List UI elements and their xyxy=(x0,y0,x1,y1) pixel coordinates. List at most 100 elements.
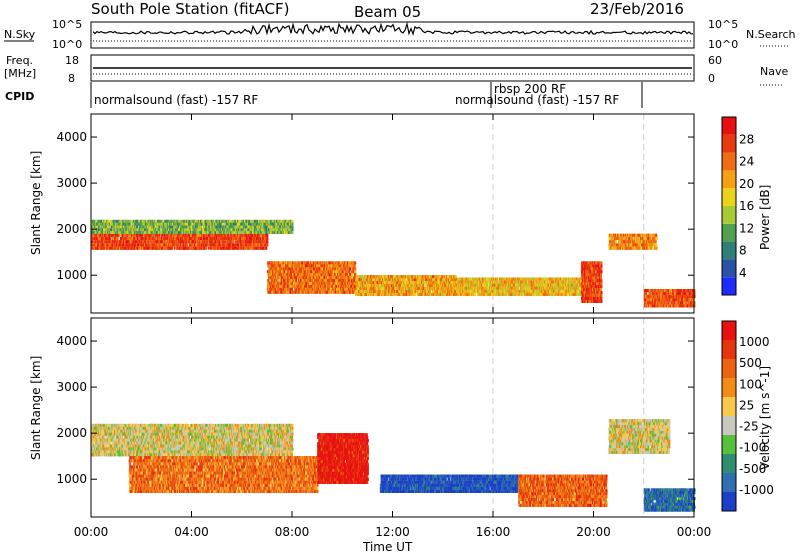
echo-cell xyxy=(161,237,164,240)
echo-cell xyxy=(287,276,290,280)
echo-cell xyxy=(238,233,241,237)
echo-cell xyxy=(105,237,108,240)
echo-cell xyxy=(223,219,226,223)
echo-cell xyxy=(256,222,259,226)
echo-cell xyxy=(341,276,344,280)
echo-cell xyxy=(155,233,158,237)
echo-cell xyxy=(272,231,275,234)
echo-cell xyxy=(343,273,346,277)
echo-cell xyxy=(196,222,199,226)
echo-cell xyxy=(136,233,138,237)
echo-cell xyxy=(337,270,340,274)
echo-cell xyxy=(323,270,326,274)
echo-cell xyxy=(116,231,119,234)
echo-cell xyxy=(104,225,107,229)
echo-cell xyxy=(118,222,121,226)
echo-cell xyxy=(312,281,315,285)
echo-cell xyxy=(209,225,212,229)
echo-cell xyxy=(125,243,127,247)
echo-cell xyxy=(414,293,417,296)
freq-unit: [MHz] xyxy=(4,67,36,80)
echo-cell xyxy=(274,273,277,277)
echo-cell xyxy=(312,273,315,277)
echo-cell xyxy=(354,261,357,265)
echo-cell xyxy=(382,293,384,296)
echo-cell xyxy=(348,281,350,285)
echo-cell xyxy=(241,243,244,247)
echo-cell xyxy=(164,228,167,232)
echo-cell xyxy=(203,219,206,223)
echo-cell xyxy=(297,264,300,268)
echo-cell xyxy=(192,228,194,232)
echo-cell xyxy=(281,270,283,274)
echo-cell xyxy=(173,246,176,250)
echo-cell xyxy=(279,264,282,268)
echo-cell xyxy=(202,228,204,232)
echo-cell xyxy=(337,264,340,268)
echo-cell xyxy=(363,284,366,288)
echo-cell xyxy=(360,275,362,279)
echo-cell xyxy=(353,264,356,268)
echo-cell xyxy=(332,290,335,294)
echo-cell xyxy=(255,237,258,240)
echo-cell xyxy=(362,287,365,291)
echo-cell xyxy=(416,275,419,279)
echo-cell xyxy=(262,228,265,232)
echo-cell xyxy=(158,233,161,237)
echo-cell xyxy=(377,278,380,282)
echo-cell xyxy=(150,233,153,237)
echo-cell xyxy=(277,273,280,277)
echo-cell xyxy=(314,284,317,288)
echo-cell xyxy=(291,222,294,226)
echo-cell xyxy=(176,228,179,232)
echo-cell xyxy=(384,284,387,288)
echo-cell xyxy=(174,231,177,234)
echo-cell xyxy=(290,273,293,277)
beam-label: Beam 05 xyxy=(354,3,421,21)
echo-cell xyxy=(135,240,137,244)
echo-cell xyxy=(122,225,125,229)
echo-cell xyxy=(330,287,333,291)
echo-cell xyxy=(245,246,248,250)
echo-cell xyxy=(332,281,335,285)
echo-cell xyxy=(276,281,279,285)
echo-cell xyxy=(210,237,213,240)
echo-cell xyxy=(328,261,331,265)
echo-cell xyxy=(272,287,275,291)
echo-cell xyxy=(354,273,357,277)
echo-cell xyxy=(354,267,357,271)
echo-cell xyxy=(330,264,333,268)
echo-cell xyxy=(212,228,215,232)
echo-cell xyxy=(371,284,373,288)
echo-cell xyxy=(240,233,243,237)
echo-cell xyxy=(146,228,149,232)
echo-cell xyxy=(285,219,288,223)
echo-cell xyxy=(422,278,425,282)
echo-cell xyxy=(283,231,286,234)
freq-label: Freq. xyxy=(6,54,33,67)
echo-cell xyxy=(265,219,268,223)
echo-cell xyxy=(256,219,259,223)
echo-cell xyxy=(243,246,246,250)
echo-cell xyxy=(143,222,146,226)
echo-cell xyxy=(180,219,183,223)
echo-cell xyxy=(424,290,427,293)
echo-cell xyxy=(131,237,134,240)
echo-cell xyxy=(207,225,210,229)
echo-cell xyxy=(279,276,282,280)
echo-cell xyxy=(353,261,356,265)
echo-cell xyxy=(297,281,300,285)
echo-cell xyxy=(390,281,393,285)
echo-cell xyxy=(332,284,335,288)
echo-cell xyxy=(408,293,411,296)
station-title: South Pole Station (fitACF) xyxy=(91,0,289,18)
echo-cell xyxy=(96,219,99,223)
echo-cell xyxy=(189,237,192,240)
echo-cell xyxy=(239,231,242,234)
echo-cell xyxy=(326,270,329,274)
echo-cell xyxy=(362,293,365,296)
echo-cell xyxy=(393,287,396,291)
echo-cell xyxy=(102,243,105,247)
echo-cell xyxy=(183,219,186,223)
echo-cell xyxy=(194,240,197,244)
